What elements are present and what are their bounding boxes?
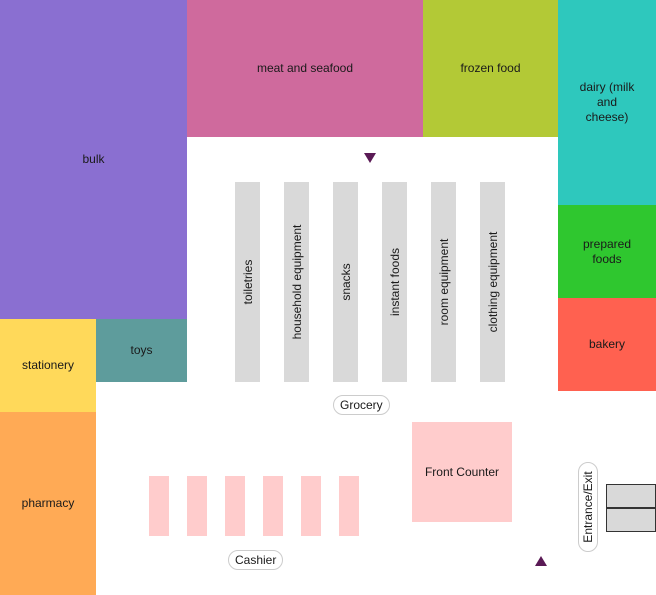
zone-bulk[interactable]: bulk xyxy=(0,0,187,319)
front-counter-label: Front Counter xyxy=(424,464,500,479)
zone-toys-label: toys xyxy=(130,343,153,357)
zone-meat-and-seafood[interactable]: meat and seafood xyxy=(187,0,423,137)
zone-prepared-foods-label: prepared foods xyxy=(582,236,632,266)
zone-frozen-food[interactable]: frozen food xyxy=(423,0,558,137)
zone-bakery-label: bakery xyxy=(588,337,626,351)
cashier-label: Cashier xyxy=(228,550,284,570)
zone-bakery[interactable]: bakery xyxy=(558,298,656,391)
cashier-register[interactable] xyxy=(149,476,169,536)
entrance-exit-label: Entrance/Exit xyxy=(578,462,598,552)
cashier-register[interactable] xyxy=(339,476,359,536)
zone-stationery-label: stationery xyxy=(21,358,75,372)
zone-toys[interactable]: toys xyxy=(96,319,187,382)
aisle-toiletries[interactable]: toiletries xyxy=(235,182,260,382)
marker-up-icon xyxy=(535,556,547,566)
aisle-snacks[interactable]: snacks xyxy=(333,182,358,382)
cashier-register[interactable] xyxy=(187,476,207,536)
front-counter[interactable]: Front Counter xyxy=(412,422,512,522)
cashier-register[interactable] xyxy=(301,476,321,536)
marker-down-icon xyxy=(364,153,376,163)
aisle-clothing-equipment-label: clothing equipment xyxy=(485,231,500,333)
cashier-register[interactable] xyxy=(263,476,283,536)
zone-pharmacy[interactable]: pharmacy xyxy=(0,412,96,595)
zone-dairy-label: dairy (milk and cheese) xyxy=(579,80,635,124)
zone-meat-and-seafood-label: meat and seafood xyxy=(256,61,354,75)
aisle-clothing-equipment[interactable]: clothing equipment xyxy=(480,182,505,382)
zone-bulk-label: bulk xyxy=(82,152,105,166)
aisle-room-equipment-label: room equipment xyxy=(436,238,451,326)
aisle-room-equipment[interactable]: room equipment xyxy=(431,182,456,382)
entrance-door-upper[interactable] xyxy=(606,484,656,508)
aisle-snacks-label: snacks xyxy=(338,263,353,301)
aisle-household-equipment-label: household equipment xyxy=(289,224,304,340)
zone-dairy[interactable]: dairy (milk and cheese) xyxy=(558,0,656,205)
zone-pharmacy-label: pharmacy xyxy=(21,496,75,510)
entrance-door-lower[interactable] xyxy=(606,508,656,532)
grocery-label: Grocery xyxy=(333,395,390,415)
zone-stationery[interactable]: stationery xyxy=(0,319,96,412)
aisle-instant-foods-label: instant foods xyxy=(387,247,402,317)
aisle-instant-foods[interactable]: instant foods xyxy=(382,182,407,382)
entrance-exit-text: Entrance/Exit xyxy=(581,471,595,543)
aisle-household-equipment[interactable]: household equipment xyxy=(284,182,309,382)
cashier-register[interactable] xyxy=(225,476,245,536)
aisle-toiletries-label: toiletries xyxy=(240,259,255,305)
zone-prepared-foods[interactable]: prepared foods xyxy=(558,205,656,298)
zone-frozen-food-label: frozen food xyxy=(460,61,521,75)
